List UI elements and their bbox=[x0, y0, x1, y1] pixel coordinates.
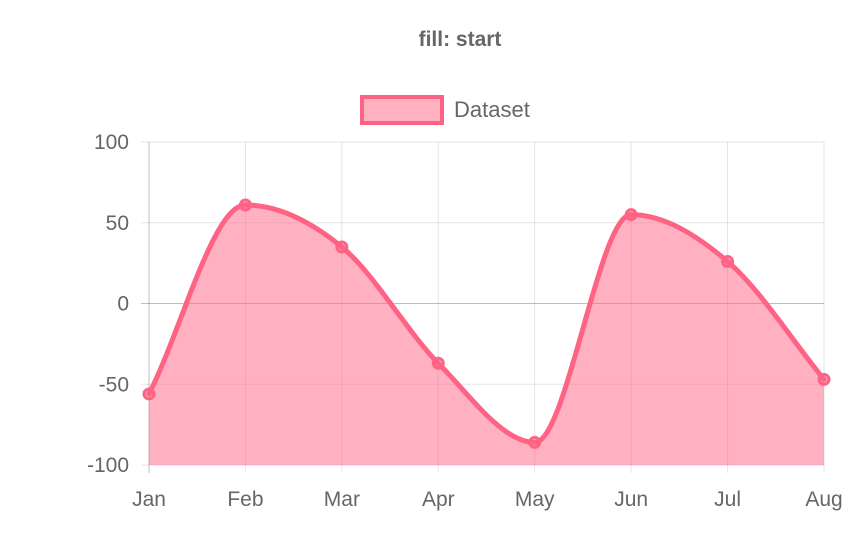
data-point bbox=[238, 198, 252, 212]
x-tick-label: Mar bbox=[324, 488, 360, 511]
legend-swatch bbox=[360, 95, 444, 125]
data-point bbox=[335, 240, 349, 254]
y-tick-label: -50 bbox=[99, 373, 129, 396]
x-tick-label: Jun bbox=[614, 488, 648, 511]
x-tick-label: May bbox=[515, 488, 555, 511]
series-area-fill bbox=[149, 204, 824, 465]
x-tick-label: Jul bbox=[714, 488, 741, 511]
data-point bbox=[142, 387, 156, 401]
x-tick-label: Apr bbox=[422, 488, 455, 511]
x-tick-label: Feb bbox=[227, 488, 263, 511]
data-point bbox=[431, 356, 445, 370]
legend[interactable]: Dataset bbox=[360, 93, 530, 127]
data-point bbox=[528, 435, 542, 449]
data-point bbox=[817, 372, 831, 386]
y-tick-label: -100 bbox=[87, 454, 129, 477]
data-point bbox=[721, 255, 735, 269]
y-tick-label: 100 bbox=[94, 131, 129, 154]
y-tick-label: 50 bbox=[106, 212, 129, 235]
data-point bbox=[624, 208, 638, 222]
legend-label-dataset: Dataset bbox=[454, 97, 530, 122]
y-tick-label: 0 bbox=[117, 293, 129, 316]
x-tick-label: Jan bbox=[132, 488, 166, 511]
x-tick-label: Aug bbox=[805, 488, 842, 511]
chart-title: fill: start bbox=[418, 28, 502, 51]
